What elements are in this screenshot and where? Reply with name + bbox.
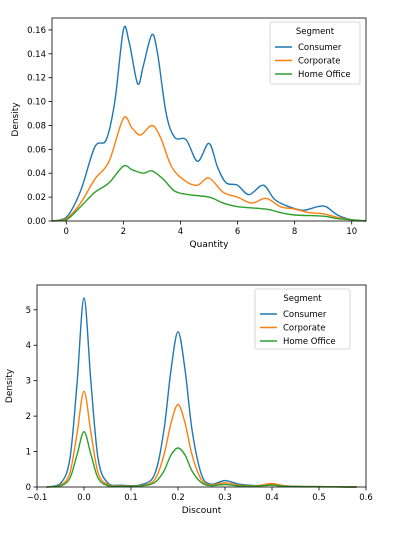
y-tick-label: 1 <box>26 448 31 458</box>
y-tick-label: 0.14 <box>27 50 46 60</box>
legend: Segment Consumer Corporate Home Office <box>254 288 351 350</box>
y-tick-label: 0.08 <box>27 121 46 131</box>
legend-entry-label: Home Office <box>283 337 336 347</box>
y-tick-label: 5 <box>26 306 31 316</box>
legend-box <box>269 21 361 85</box>
series-line-home-office <box>46 430 357 488</box>
x-tick-label: 0 <box>64 227 69 237</box>
x-tick-label: 0.6 <box>359 493 373 503</box>
y-tick-label: 4 <box>26 341 31 351</box>
y-tick-label: 0 <box>26 483 31 493</box>
x-tick-label: 0.1 <box>124 493 138 503</box>
x-tick-label: 0.2 <box>171 493 185 503</box>
series-line-home-office <box>51 164 367 222</box>
series-line-corporate <box>46 390 357 488</box>
y-axis-label: Density <box>5 368 15 403</box>
x-tick-label: −0.1 <box>27 493 48 503</box>
legend-entry-label: Consumer <box>298 43 342 53</box>
quantity-density-chart: 0 2 4 6 8 10 0.00 0.02 0.04 0.06 0.08 0.10 0.12 0.14 0… <box>11 17 367 250</box>
y-tick-label: 0.04 <box>27 169 46 179</box>
y-tick-label: 0.12 <box>27 74 46 84</box>
legend-entry-label: Corporate <box>298 57 341 67</box>
x-tick-label: 0.3 <box>218 493 232 503</box>
y-tick-label: 0.02 <box>27 193 46 203</box>
y-tick-label: 3 <box>26 377 31 387</box>
series-line-consumer <box>51 25 367 222</box>
legend-entry-label: Corporate <box>283 324 326 334</box>
y-axis-label: Density <box>11 102 21 137</box>
x-tick-label: 0.5 <box>312 493 326 503</box>
legend: Segment Consumer Corporate Home Office <box>269 21 361 85</box>
legend-box <box>254 288 351 350</box>
x-tick-label: 0.0 <box>77 493 91 503</box>
y-tick-label: 0.06 <box>27 145 46 155</box>
y-tick-label: 0.10 <box>27 98 46 108</box>
legend-title: Segment <box>283 294 322 304</box>
y-tick-label: 2 <box>26 412 31 422</box>
legend-entry-label: Consumer <box>283 310 327 320</box>
x-tick-label: 2 <box>121 227 126 237</box>
x-axis-label: Quantity <box>190 240 230 250</box>
x-tick-label: 8 <box>292 227 297 237</box>
x-tick-label: 0.4 <box>265 493 279 503</box>
plot-frame <box>36 284 367 488</box>
series-line-corporate <box>51 116 367 222</box>
discount-density-chart: −0.1 0.0 0.1 0.2 0.3 0.4 0.5 0.6 0 1 2 3 4 5 Discount D… <box>5 284 373 516</box>
legend-title: Segment <box>296 27 335 37</box>
legend-entry-label: Home Office <box>298 70 351 80</box>
y-tick-label: 0.16 <box>27 26 46 36</box>
x-tick-label: 4 <box>178 227 183 237</box>
plot-frame <box>51 17 367 222</box>
x-tick-label: 10 <box>346 227 357 237</box>
y-tick-label: 0.00 <box>27 217 46 227</box>
x-axis-label: Discount <box>182 506 222 516</box>
x-tick-label: 6 <box>235 227 240 237</box>
